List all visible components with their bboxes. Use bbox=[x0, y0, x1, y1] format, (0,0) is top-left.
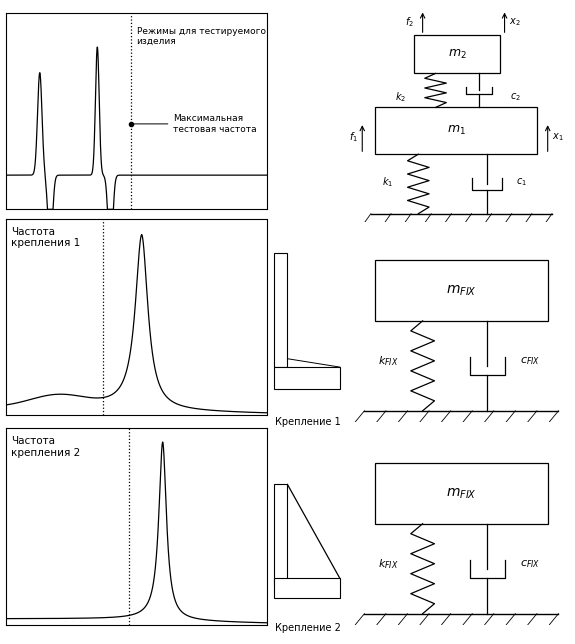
Bar bbox=[274, 578, 340, 598]
Text: $m_{FIX}$: $m_{FIX}$ bbox=[446, 486, 477, 500]
Text: $x_1$: $x_1$ bbox=[552, 131, 564, 143]
Text: Крепление 1: Крепление 1 bbox=[275, 417, 340, 428]
Text: Частота
крепления 2: Частота крепления 2 bbox=[11, 436, 80, 458]
Text: $f_2$: $f_2$ bbox=[405, 15, 414, 30]
Text: $k_1$: $k_1$ bbox=[382, 175, 394, 189]
Text: $m_1$: $m_1$ bbox=[447, 124, 466, 137]
Text: $c_2$: $c_2$ bbox=[510, 91, 521, 102]
Text: $k_2$: $k_2$ bbox=[396, 90, 407, 104]
Text: $c_{FIX}$: $c_{FIX}$ bbox=[520, 558, 540, 570]
Text: Режимы для тестируемого
изделия: Режимы для тестируемого изделия bbox=[137, 26, 266, 46]
Text: $f_1$: $f_1$ bbox=[349, 130, 358, 144]
Bar bbox=[414, 35, 500, 73]
Text: $c_1$: $c_1$ bbox=[516, 176, 527, 187]
Text: $c_{FIX}$: $c_{FIX}$ bbox=[520, 355, 540, 367]
Text: $x_2$: $x_2$ bbox=[509, 17, 520, 28]
Text: $m_2$: $m_2$ bbox=[448, 48, 466, 61]
Text: $k_{FIX}$: $k_{FIX}$ bbox=[378, 557, 398, 571]
Bar bbox=[274, 253, 288, 367]
Bar bbox=[274, 367, 340, 389]
Bar bbox=[375, 260, 547, 321]
Text: Частота
крепления 1: Частота крепления 1 bbox=[11, 227, 80, 249]
Text: $m_{FIX}$: $m_{FIX}$ bbox=[446, 283, 477, 298]
Text: Максимальная
тестовая частота: Максимальная тестовая частота bbox=[173, 114, 257, 133]
Text: Крепление 2: Крепление 2 bbox=[275, 623, 340, 634]
Bar bbox=[375, 463, 547, 524]
Bar bbox=[274, 484, 288, 585]
Bar bbox=[375, 108, 537, 154]
Text: $k_{FIX}$: $k_{FIX}$ bbox=[378, 354, 398, 368]
